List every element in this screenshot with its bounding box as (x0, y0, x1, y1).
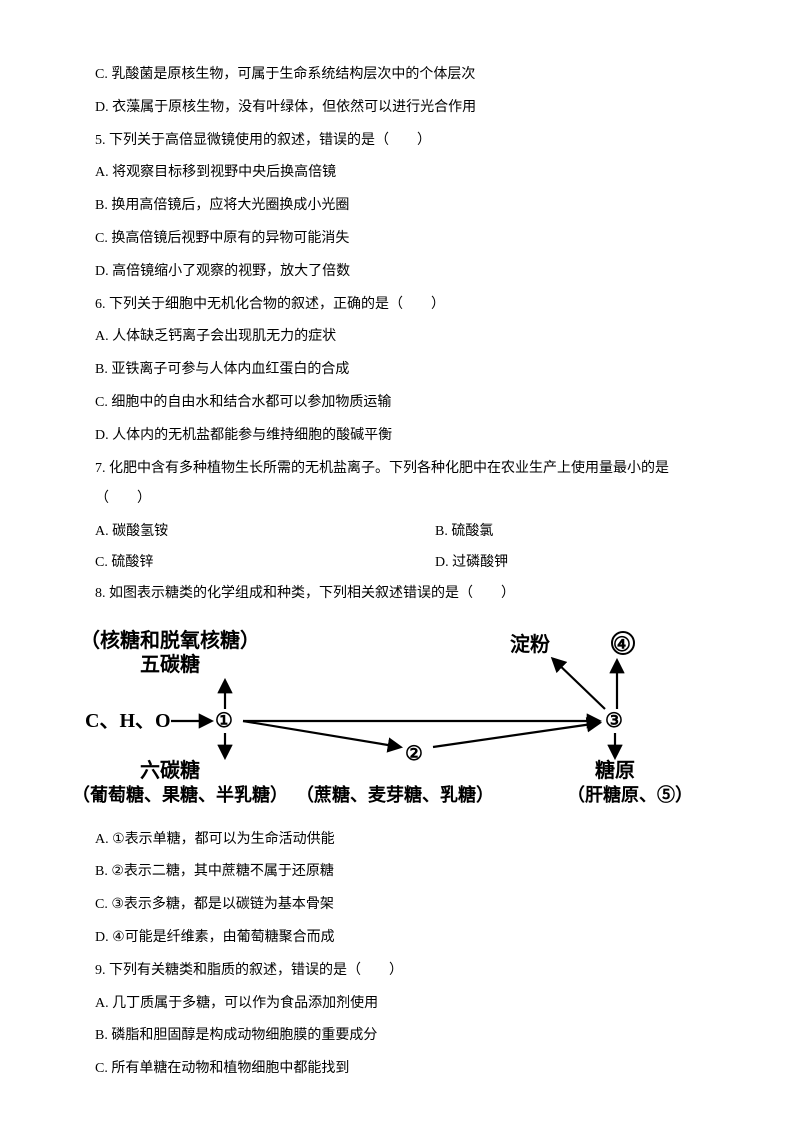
node-3: ③ (605, 710, 623, 732)
q9-option-a: A. 几丁质属于多糖，可以作为食品添加剂使用 (95, 989, 704, 1020)
pentose-note: （核糖和脱氧核糖） (80, 628, 260, 652)
starch-label: 淀粉 (510, 632, 550, 656)
q7-option-a: A. 碳酸氢铵 (95, 517, 435, 548)
q6-option-c: C. 细胞中的自由水和结合水都可以参加物质运输 (95, 388, 704, 419)
question-6: 6. 下列关于细胞中无机化合物的叙述，正确的是（ ） (95, 290, 704, 321)
q6-option-b: B. 亚铁离子可参与人体内血红蛋白的合成 (95, 355, 704, 386)
node-2: ② (405, 743, 423, 765)
disaccharide-note: （蔗糖、麦芽糖、乳糖） (296, 784, 494, 805)
glycogen-label: 糖原 (595, 758, 635, 782)
option-d: D. 衣藻属于原核生物，没有叶绿体，但依然可以进行光合作用 (95, 93, 704, 124)
q7-option-c: C. 硫酸锌 (95, 548, 435, 579)
option-c: C. 乳酸菌是原核生物，可属于生命系统结构层次中的个体层次 (95, 60, 704, 91)
q8-option-b: B. ②表示二糖，其中蔗糖不属于还原糖 (95, 857, 704, 888)
question-9: 9. 下列有关糖类和脂质的叙述，错误的是（ ） (95, 956, 704, 987)
q8-option-a: A. ①表示单糖，都可以为生命活动供能 (95, 825, 704, 856)
q8-option-c: C. ③表示多糖，都是以碳链为基本骨架 (95, 890, 704, 921)
node-1: ① (215, 710, 233, 732)
question-7: 7. 化肥中含有多种植物生长所需的无机盐离子。下列各种化肥中在农业生产上使用量最… (95, 454, 704, 516)
pentose-label: 五碳糖 (140, 652, 200, 676)
q5-option-d: D. 高倍镜缩小了观察的视野，放大了倍数 (95, 257, 704, 288)
question-8: 8. 如图表示糖类的化学组成和种类，下列相关叙述错误的是（ ） (95, 579, 704, 610)
hexose-label: 六碳糖 (140, 758, 200, 782)
q8-option-d: D. ④可能是纤维素，由葡萄糖聚合而成 (95, 923, 704, 954)
q5-option-c: C. 换高倍镜后视野中原有的异物可能消失 (95, 224, 704, 255)
question-5: 5. 下列关于高倍显微镜使用的叙述，错误的是（ ） (95, 126, 704, 157)
hexose-note: （葡萄糖、果糖、半乳糖） (75, 784, 288, 805)
cho-label: C、H、O (85, 710, 171, 732)
q6-option-d: D. 人体内的无机盐都能参与维持细胞的酸碱平衡 (95, 421, 704, 452)
q5-option-a: A. 将观察目标移到视野中央后换高倍镜 (95, 158, 704, 189)
q7-option-b: B. 硫酸氯 (435, 517, 704, 548)
q5-option-b: B. 换用高倍镜后，应将大光圈换成小光圈 (95, 191, 704, 222)
q7-option-d: D. 过磷酸钾 (435, 548, 704, 579)
q9-option-c: C. 所有单糖在动物和植物细胞中都能找到 (95, 1054, 704, 1085)
q6-option-a: A. 人体缺乏钙离子会出现肌无力的症状 (95, 322, 704, 353)
sugar-diagram: （核糖和脱氧核糖） 五碳糖 C、H、O 六碳糖 （葡萄糖、果糖、半乳糖） （蔗糖… (75, 625, 704, 815)
glycogen-note: （肝糖原、⑤） (567, 784, 693, 805)
q9-option-b: B. 磷脂和胆固醇是构成动物细胞膜的重要成分 (95, 1021, 704, 1052)
